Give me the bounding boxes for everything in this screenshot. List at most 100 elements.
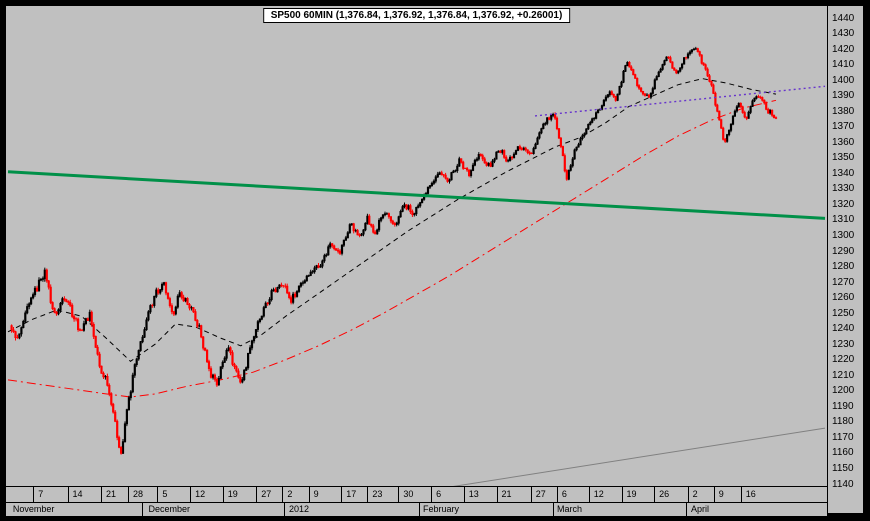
- month-label: November: [12, 504, 55, 514]
- date-tick-label: 12: [593, 489, 604, 499]
- date-tick-label: 19: [227, 489, 238, 499]
- green-trendline: [7, 170, 826, 220]
- price-tick-label: 1160: [832, 447, 854, 459]
- date-tick-label: 21: [501, 489, 512, 499]
- price-tick-label: 1250: [832, 307, 855, 319]
- date-tick-mark: [463, 487, 465, 502]
- price-tick-label: 1280: [832, 261, 855, 272]
- month-boundary-line: [142, 503, 143, 516]
- date-tick-mark: [654, 487, 656, 502]
- date-tick-label: 9: [313, 489, 319, 499]
- date-tick-mark: [222, 487, 224, 502]
- month-label: 2012: [289, 504, 310, 514]
- date-tick-label: 6: [436, 489, 442, 499]
- price-tick-label: 1420: [832, 43, 855, 55]
- date-tick-mark: [341, 487, 343, 502]
- date-tick-mark: [33, 487, 35, 502]
- price-tick-label: 1340: [832, 167, 855, 179]
- price-tick-label: 1270: [832, 276, 855, 288]
- date-tick-mark: [556, 487, 558, 502]
- price-tick-label: 1260: [832, 292, 855, 304]
- moving-average-slow-line: [7, 99, 777, 398]
- price-tick-label: 1400: [832, 74, 855, 86]
- month-boundary-line: [284, 503, 286, 516]
- price-tick-label: 1150: [832, 463, 854, 474]
- price-tick-label: 1390: [832, 90, 855, 102]
- candle-bodies-up: [18, 48, 772, 454]
- price-tick-label: 1410: [832, 59, 855, 71]
- price-tick-label: 1310: [832, 214, 855, 226]
- candlestick-chart: [7, 46, 826, 486]
- date-tick-label: 19: [626, 489, 637, 499]
- price-chart-plot[interactable]: SP500 60MIN (1,376.84, 1,376.92, 1,376.8…: [6, 6, 827, 486]
- price-tick-label: 1230: [832, 338, 855, 350]
- date-tick-mark: [128, 487, 129, 502]
- date-tick-mark: [256, 487, 258, 502]
- candle-wicks-up: [18, 46, 771, 454]
- date-tick-mark: [157, 487, 159, 502]
- price-tick-label: 1430: [832, 28, 855, 39]
- date-tick-label: 30: [403, 489, 414, 499]
- date-tick-label: 12: [195, 489, 206, 499]
- date-tick-label: 13: [468, 489, 479, 499]
- candle-wicks-down: [11, 47, 777, 455]
- date-tick-mark: [530, 487, 532, 502]
- date-tick-label: 27: [261, 489, 272, 499]
- date-tick-label: 7: [38, 489, 44, 499]
- date-tick-row: 7 14 21 28 5 12 19 27 2 9 17 23 30 6 13 21 27 6 12 19 26 2 9 16: [6, 487, 827, 502]
- date-tick-label: 2: [692, 489, 698, 499]
- price-tick-label: 1360: [832, 136, 855, 148]
- price-tick-label: 1440: [832, 12, 855, 24]
- time-axis: 7 14 21 28 5 12 19 27 2 9 17 23 30 6 13 21 27 6 12 19 26 2 9 16…: [6, 487, 827, 516]
- date-tick-mark: [687, 487, 689, 502]
- price-tick-label: 1300: [832, 230, 855, 241]
- date-tick-label: 17: [346, 489, 357, 499]
- price-tick-label: 1140: [832, 478, 854, 490]
- date-tick-label: 5: [162, 489, 168, 499]
- date-tick-label: 16: [745, 489, 756, 499]
- date-tick-mark: [431, 487, 433, 502]
- price-axis: 1440 1430 1420 1410 1400 1390 1380 1370 1360 1350…: [828, 6, 863, 513]
- date-tick-mark: [67, 487, 69, 502]
- date-tick-label: 9: [718, 489, 724, 499]
- price-tick-label: 1200: [832, 385, 855, 397]
- price-tick-label: 1190: [832, 400, 854, 412]
- price-tick-label: 1210: [832, 369, 855, 381]
- price-tick-label: 1170: [832, 431, 854, 443]
- purple-dotted-trendline: [534, 85, 826, 117]
- month-boundary-line: [419, 503, 420, 516]
- price-tick-label: 1380: [832, 105, 855, 117]
- date-tick-mark: [367, 487, 369, 502]
- date-tick-label: 6: [561, 489, 567, 499]
- month-label: February: [423, 504, 460, 514]
- month-boundary-line: [686, 503, 688, 516]
- date-tick-label: 21: [106, 489, 117, 499]
- price-tick-label: 1240: [832, 323, 855, 335]
- date-tick-label: 28: [133, 489, 144, 499]
- price-tick-label: 1180: [832, 416, 854, 428]
- gray-lower-trendline: [452, 427, 826, 486]
- date-tick-label: 2: [287, 489, 293, 499]
- candle-bodies-down: [10, 48, 778, 454]
- date-tick-mark: [398, 487, 400, 502]
- date-tick-label: 14: [72, 489, 83, 499]
- month-label-row: November December 2012 February March April: [6, 503, 827, 516]
- date-tick-mark: [282, 487, 284, 502]
- price-tick-label: 1350: [832, 152, 855, 164]
- price-tick-label: 1370: [832, 121, 855, 133]
- month-label: April: [691, 504, 710, 514]
- date-tick-label: 27: [535, 489, 546, 499]
- month-label: December: [148, 504, 191, 514]
- date-tick-label: 26: [659, 489, 670, 499]
- date-tick-mark: [740, 487, 742, 502]
- price-tick-label: 1330: [832, 183, 855, 195]
- price-tick-label: 1290: [832, 245, 855, 257]
- chart-title-box: SP500 60MIN (1,376.84, 1,376.92, 1,376.8…: [262, 8, 571, 23]
- price-tick-label: 1220: [832, 354, 855, 366]
- chart-title: SP500 60MIN (1,376.84, 1,376.92, 1,376.8…: [270, 10, 563, 21]
- date-tick-mark: [101, 487, 102, 502]
- month-label: March: [557, 504, 583, 514]
- date-tick-mark: [621, 487, 623, 502]
- price-tick-label: 1320: [832, 198, 855, 210]
